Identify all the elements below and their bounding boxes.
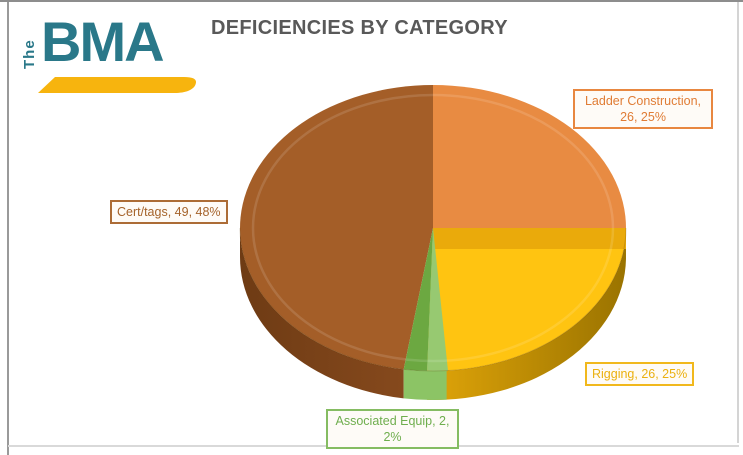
pie-rim-associated-equip <box>403 369 447 400</box>
frame-border-left <box>7 2 9 455</box>
callout-line: Rigging, 26, 25% <box>592 367 688 381</box>
callout-line: 26, 25% <box>620 110 666 124</box>
callout-cert-tags: Cert/tags, 49, 48% <box>110 200 228 224</box>
pie-slice-cert-tags <box>240 85 433 370</box>
callout-ladder-construction: Ladder Construction, 26, 25% <box>573 89 713 129</box>
callout-line: Ladder Construction, <box>584 94 702 108</box>
pie-bevel-rigging <box>433 228 626 249</box>
pie-rim-edge <box>239 227 627 372</box>
pie-bevel-ring <box>251 93 615 363</box>
pie-slice-associated-equip <box>403 228 433 371</box>
callout-line: Associated Equip, 2, <box>335 414 450 428</box>
frame-border-right <box>737 2 739 443</box>
chart-title: DEFICIENCIES BY CATEGORY <box>211 17 508 39</box>
logo-bma-text: BMA <box>41 10 165 73</box>
callout-line: 2% <box>383 430 402 444</box>
pie-bevel-associated-equip <box>427 228 448 371</box>
pie-slice-ladder-construction <box>433 84 627 231</box>
callout-line: Cert/tags, 49, 48% <box>117 205 221 219</box>
callout-rigging: Rigging, 26, 25% <box>585 362 695 386</box>
pie-slice-rigging <box>427 228 626 371</box>
callout-associated-equip: Associated Equip, 2, 2% <box>326 409 459 449</box>
pie-rim-rigging <box>427 230 626 400</box>
bma-logo: The BMA <box>21 10 197 93</box>
pie-rim-cert-tags <box>240 228 404 399</box>
logo-underline-swoosh-icon <box>38 77 197 93</box>
frame-border-top <box>0 0 743 2</box>
